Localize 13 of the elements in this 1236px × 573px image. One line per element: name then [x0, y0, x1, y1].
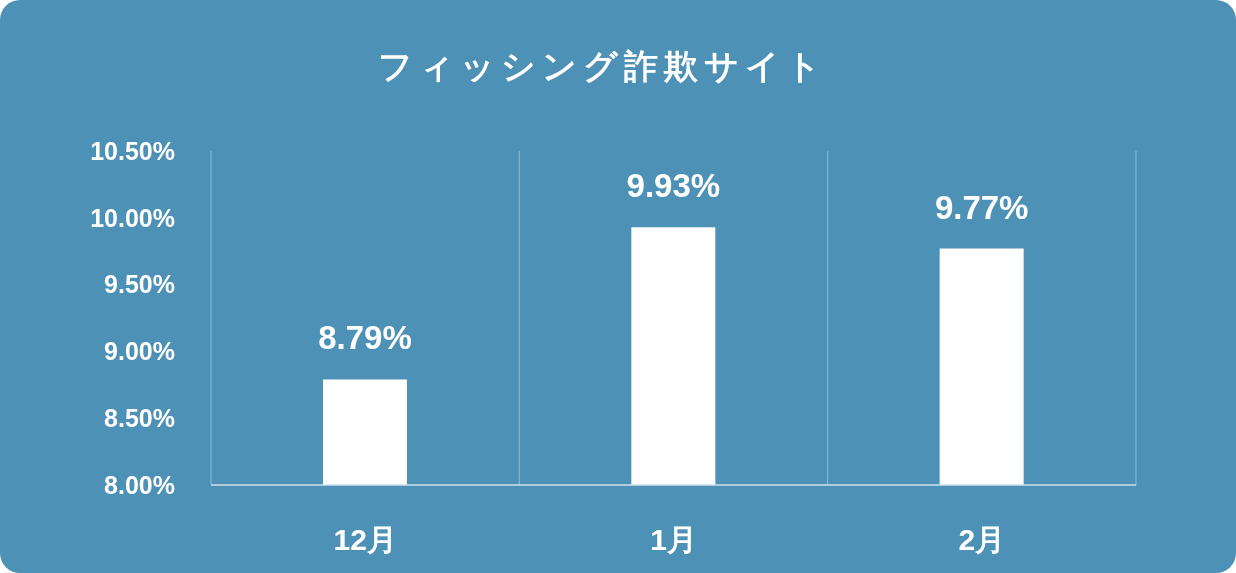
y-tick-label: 10.50%	[90, 136, 175, 165]
y-tick-label: 9.50%	[104, 270, 175, 299]
x-tick-label: 2月	[958, 523, 1006, 557]
data-label: 9.93%	[626, 167, 721, 205]
x-tick-label: 12月	[333, 523, 397, 557]
y-tick-label: 8.00%	[104, 470, 175, 499]
y-tick-label: 8.50%	[104, 404, 175, 433]
x-tick-label: 1月	[650, 523, 697, 557]
data-label: 8.79%	[318, 319, 412, 357]
chart-title: フィッシング詐欺サイト	[376, 47, 828, 86]
y-tick-label: 10.00%	[90, 203, 175, 232]
data-label: 9.77%	[934, 188, 1029, 226]
y-tick-label: 9.00%	[104, 337, 175, 366]
